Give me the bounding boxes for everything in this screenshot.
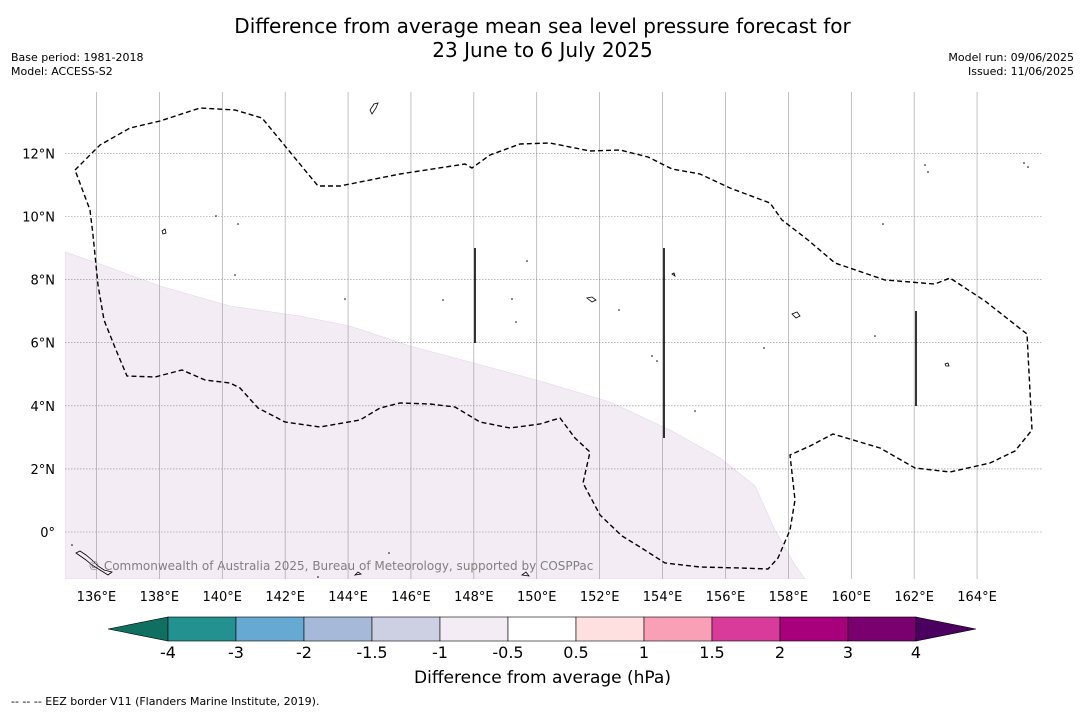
colorbar-tick-label: 1.5 xyxy=(699,643,724,662)
longitude-tick-label: 156°E xyxy=(706,590,746,605)
meta-right: Model run: 09/06/2025 Issued: 11/06/2025 xyxy=(948,51,1074,79)
latitude-tick-label: 0° xyxy=(40,526,55,541)
colorbar-segment xyxy=(847,616,917,642)
longitude-tick-label: 158°E xyxy=(769,590,809,605)
colorbar-tick-label: 4 xyxy=(911,643,921,662)
latitude-tick-label: 8°N xyxy=(31,274,56,289)
colorbar-tick-labels: -4 -3 -2 -1.5 -1 -0.5 0.5 1 1.5 2 3 4 xyxy=(160,643,921,662)
latitude-gridlines xyxy=(65,153,1042,533)
latitude-labels: 12°N 10°N 8°N 6°N 4°N 2°N 0° xyxy=(22,147,55,541)
colorbar-extend-low xyxy=(107,616,169,642)
colorbar xyxy=(107,616,977,642)
eez-footnote: -- -- -- EEZ border V11 (Flanders Marine… xyxy=(11,695,320,708)
longitude-gridlines xyxy=(96,92,978,579)
base-period: Base period: 1981-2018 xyxy=(11,51,144,64)
colorbar-segment xyxy=(575,616,645,642)
map-title: Difference from average mean sea level p… xyxy=(0,14,1085,62)
title-line-1: Difference from average mean sea level p… xyxy=(234,14,851,38)
colorbar-tick-label: -0.5 xyxy=(492,643,523,662)
colorbar-extend-high xyxy=(915,616,977,642)
longitude-tick-label: 136°E xyxy=(77,590,117,605)
longitude-tick-label: 150°E xyxy=(517,590,557,605)
colorbar-segment xyxy=(507,616,577,642)
colorbar-segment xyxy=(371,616,441,642)
colorbar-segment xyxy=(303,616,373,642)
colorbar-tick-label: -1.5 xyxy=(356,643,387,662)
colorbar-segment xyxy=(711,616,781,642)
longitude-tick-label: 162°E xyxy=(894,590,934,605)
colorbar-tick-label: 0.5 xyxy=(563,643,588,662)
longitude-tick-label: 164°E xyxy=(957,590,997,605)
colorbar-tick-label: -4 xyxy=(160,643,176,662)
longitude-tick-label: 140°E xyxy=(202,590,242,605)
model-run-date: Model run: 09/06/2025 xyxy=(948,51,1074,64)
colorbar-tick-label: 3 xyxy=(843,643,853,662)
model-name: Model: ACCESS-S2 xyxy=(11,65,113,78)
longitude-tick-label: 160°E xyxy=(831,590,871,605)
latitude-tick-label: 2°N xyxy=(31,463,56,478)
eez-border xyxy=(74,107,1033,570)
colorbar-label: Difference from average (hPa) xyxy=(414,668,671,688)
colorbar-segment xyxy=(643,616,713,642)
copyright-notice: © Commonwealth of Australia 2025, Bureau… xyxy=(88,559,593,573)
title-line-2: 23 June to 6 July 2025 xyxy=(432,38,653,62)
islands xyxy=(75,102,950,577)
latitude-tick-label: 12°N xyxy=(22,147,55,162)
colorbar-segment xyxy=(235,616,305,642)
longitude-tick-label: 144°E xyxy=(328,590,368,605)
issued-date: Issued: 11/06/2025 xyxy=(967,65,1074,78)
colorbar-segment xyxy=(779,616,849,642)
colorbar-segment xyxy=(167,616,237,642)
latitude-tick-label: 10°N xyxy=(22,211,55,226)
longitude-labels: 136°E 138°E 140°E 142°E 144°E 146°E 148°E 150°E… xyxy=(77,590,997,605)
longitude-tick-label: 154°E xyxy=(643,590,683,605)
islets xyxy=(71,162,1029,578)
latitude-tick-label: 4°N xyxy=(31,400,56,415)
colorbar-tick-label: -2 xyxy=(296,643,312,662)
longitude-tick-label: 146°E xyxy=(391,590,431,605)
colorbar-tick-label: 1 xyxy=(639,643,649,662)
meta-left: Base period: 1981-2018 Model: ACCESS-S2 xyxy=(11,51,143,79)
longitude-tick-label: 142°E xyxy=(265,590,305,605)
pressure-anomaly-shading xyxy=(65,251,806,579)
colorbar-tick-label: -1 xyxy=(432,643,448,662)
longitude-tick-label: 138°E xyxy=(140,590,180,605)
longitude-tick-label: 152°E xyxy=(580,590,620,605)
colorbar-tick-label: -3 xyxy=(228,643,244,662)
longitude-tick-label: 148°E xyxy=(454,590,494,605)
colorbar-tick-label: 2 xyxy=(775,643,785,662)
colorbar-segment xyxy=(439,616,509,642)
latitude-tick-label: 6°N xyxy=(31,337,56,352)
